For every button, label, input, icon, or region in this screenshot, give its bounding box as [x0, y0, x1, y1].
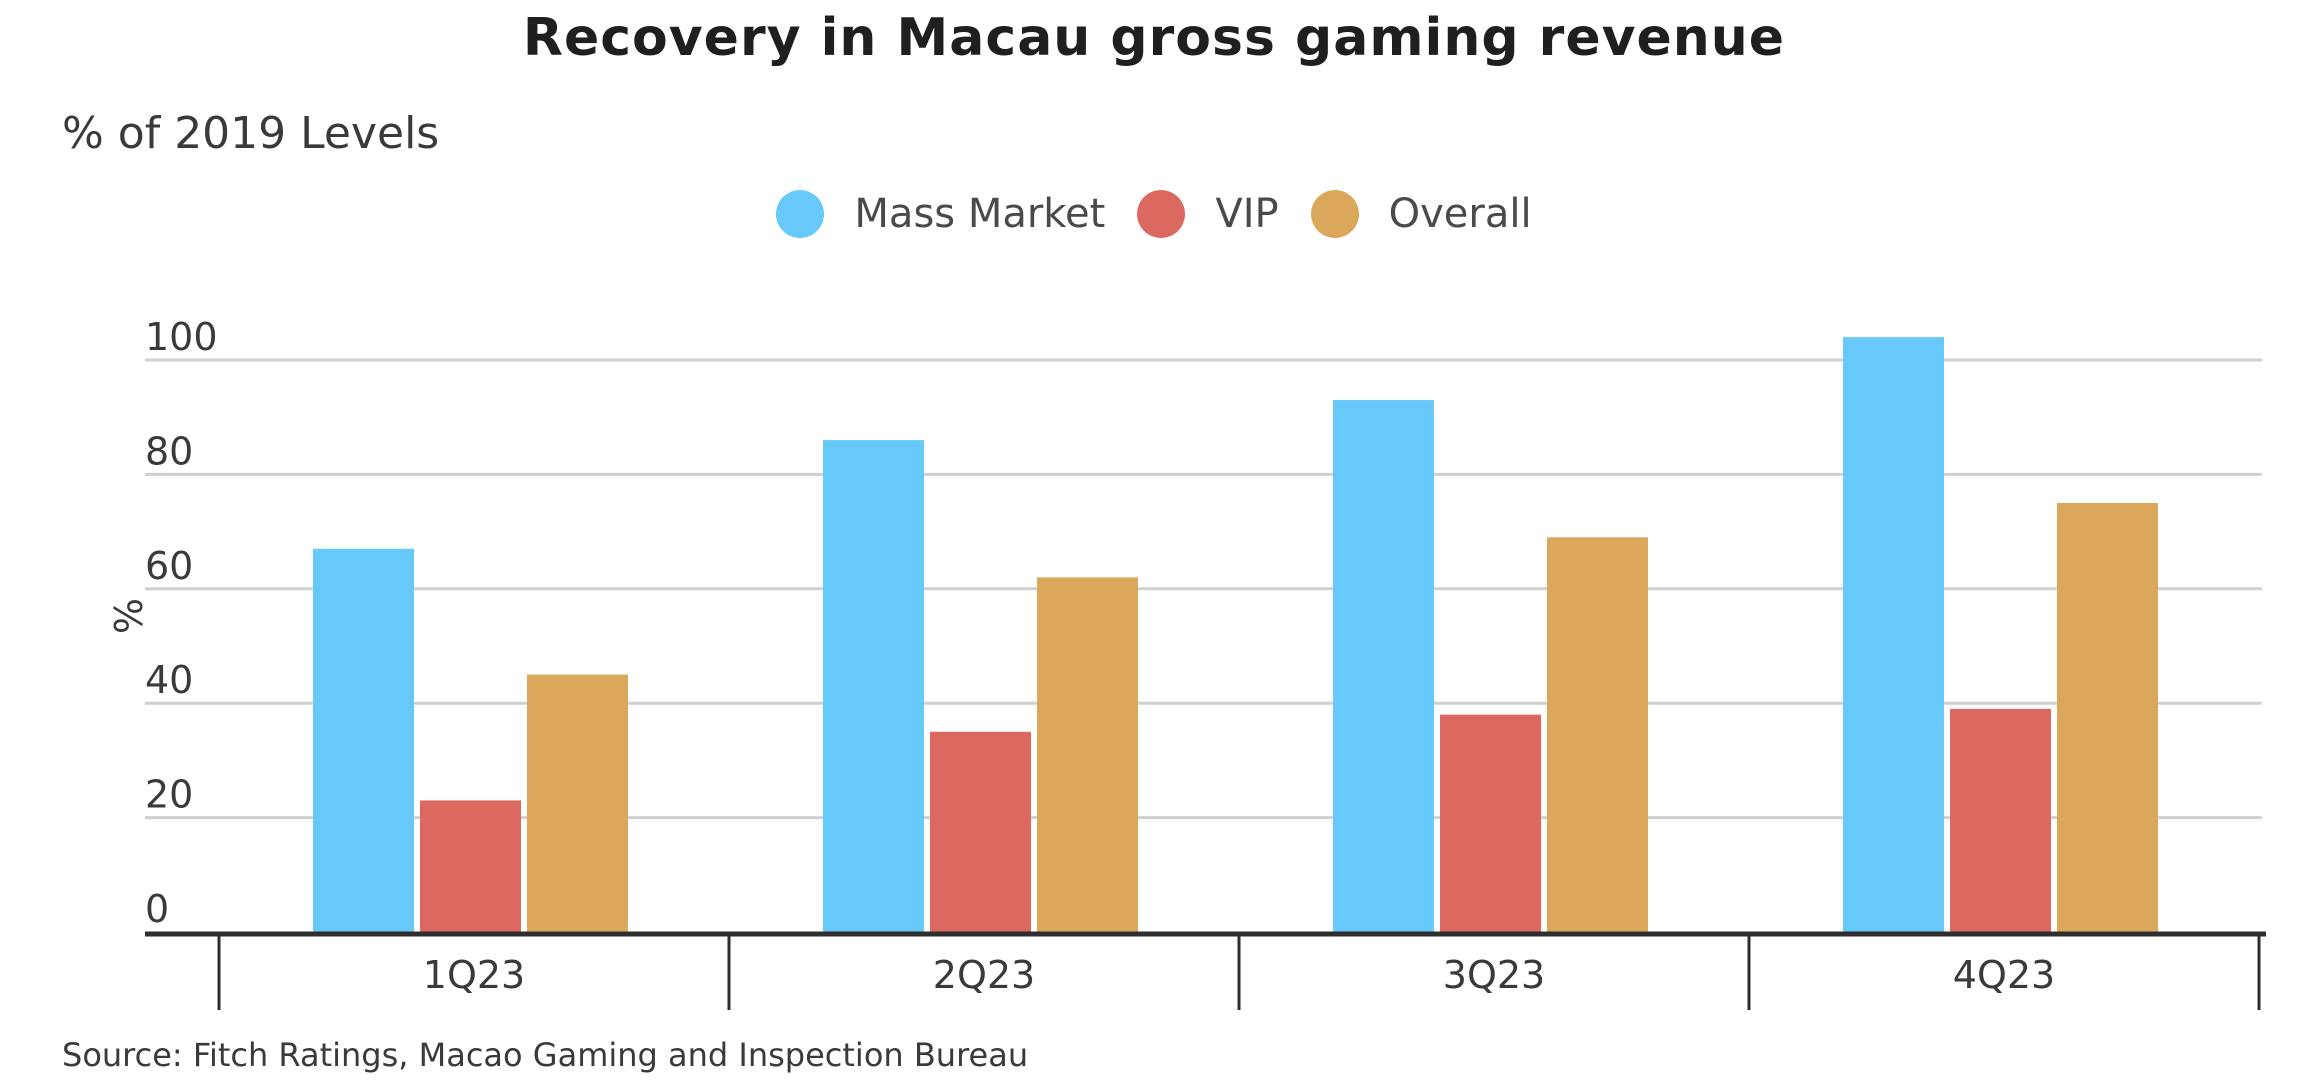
bar-vip-4q23 [1950, 708, 2051, 932]
bar-overall-3q23 [1547, 537, 1648, 932]
bar-mass-market-3q23 [1333, 400, 1434, 932]
gridlines [145, 358, 2262, 820]
bar-mass-market-2q23 [823, 440, 924, 932]
x-axis [145, 931, 2266, 1010]
bar-overall-2q23 [1037, 577, 1138, 932]
y-tick-label: 80 [145, 429, 193, 473]
x-tick-label: 3Q23 [1443, 953, 1545, 997]
source-note: Source: Fitch Ratings, Macao Gaming and … [62, 1036, 1029, 1074]
y-tick-label: 20 [145, 773, 193, 817]
y-tick-label: 0 [145, 887, 169, 931]
y-tick-labels: 0 20 40 60 80 100 [145, 315, 218, 931]
legend-item-overall: Overall [1310, 190, 1532, 238]
legend-swatch-mass-market [776, 190, 825, 238]
chart-title: Recovery in Macau gross gaming revenue [522, 8, 1786, 68]
y-tick-label: 60 [145, 544, 193, 588]
bar-vip-1q23 [420, 800, 521, 932]
x-tick-label: 1Q23 [423, 953, 525, 997]
legend-label-vip: VIP [1215, 191, 1279, 237]
x-tick-label: 4Q23 [1953, 953, 2055, 997]
bar-overall-1q23 [527, 674, 628, 932]
y-axis-label: % [105, 598, 149, 634]
legend-swatch-overall [1310, 190, 1359, 238]
bar-overall-4q23 [2057, 503, 2158, 932]
legend-label-overall: Overall [1388, 191, 1532, 237]
legend-swatch-vip [1137, 190, 1186, 238]
x-tick-labels: 1Q23 2Q23 3Q23 4Q23 [423, 953, 2055, 997]
y-tick-label: 40 [145, 658, 193, 702]
x-tick-label: 2Q23 [933, 953, 1035, 997]
legend-label-mass-market: Mass Market [854, 191, 1106, 237]
bar-vip-2q23 [930, 731, 1031, 932]
bars [313, 337, 2158, 932]
bar-mass-market-1q23 [313, 548, 414, 932]
y-tick-label: 100 [145, 315, 218, 359]
legend: Mass Market VIP Overall [0, 190, 2308, 238]
bar-mass-market-4q23 [1843, 337, 1944, 932]
legend-item-vip: VIP [1137, 190, 1279, 238]
legend-item-mass-market: Mass Market [776, 190, 1105, 238]
bar-vip-3q23 [1440, 714, 1541, 932]
chart-subtitle: % of 2019 Levels [62, 108, 440, 159]
